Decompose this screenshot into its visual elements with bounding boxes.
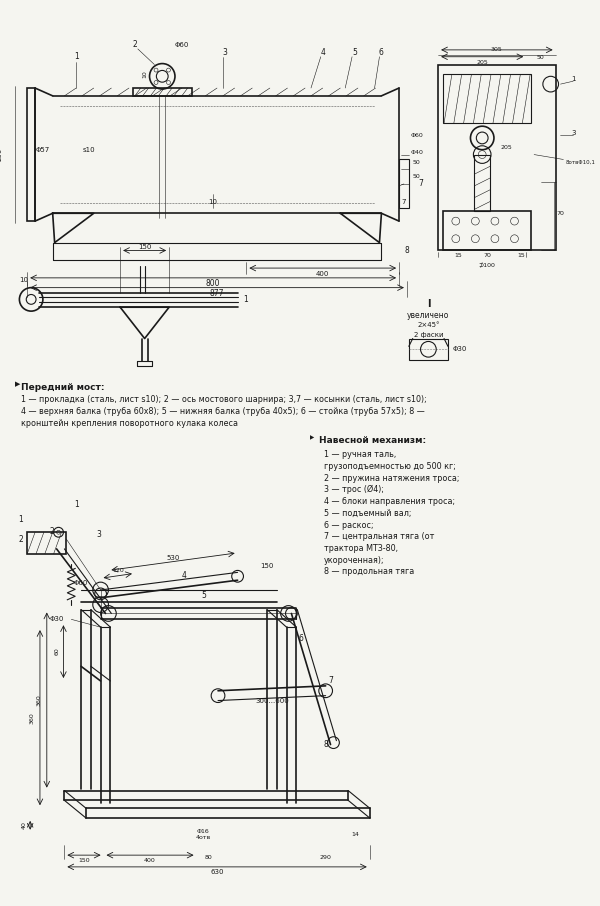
Bar	[27, 532, 67, 554]
Text: 205: 205	[501, 145, 512, 150]
Bar	[443, 211, 531, 250]
Text: 8: 8	[323, 740, 328, 749]
Text: Φ60: Φ60	[411, 133, 424, 139]
Bar	[133, 88, 191, 96]
Text: 305: 305	[491, 47, 503, 53]
Text: 40: 40	[22, 822, 27, 829]
Text: 2×45°: 2×45°	[417, 322, 440, 328]
Text: ▶: ▶	[310, 436, 314, 440]
Text: 6: 6	[299, 634, 304, 643]
Bar	[443, 74, 531, 123]
Text: 7: 7	[328, 677, 333, 686]
Text: 7: 7	[418, 179, 423, 188]
Text: 1 — ручная таль,: 1 — ручная таль,	[323, 450, 396, 459]
Text: Передний мост:: Передний мост:	[22, 382, 105, 391]
Text: Φ60: Φ60	[175, 42, 189, 48]
Text: 50: 50	[413, 174, 421, 178]
Text: 400: 400	[316, 271, 329, 277]
Text: 300...600: 300...600	[255, 698, 289, 704]
Text: укороченная);: укороченная);	[323, 555, 385, 564]
Text: 2 — пружина натяжения троса;: 2 — пружина натяжения троса;	[323, 474, 459, 483]
Text: ▶: ▶	[14, 381, 20, 388]
Text: 80: 80	[205, 854, 212, 860]
Text: 630: 630	[210, 869, 224, 875]
Text: 5 — подъемный вал;: 5 — подъемный вал;	[323, 509, 411, 517]
Text: 10: 10	[19, 277, 28, 283]
Text: 7 — центральная тяга (от: 7 — центральная тяга (от	[323, 532, 434, 541]
Text: 360: 360	[37, 694, 41, 706]
Text: 50: 50	[537, 55, 545, 60]
Text: 4 — блоки направления троса;: 4 — блоки направления троса;	[323, 497, 455, 506]
Text: 14: 14	[351, 832, 359, 837]
Text: Φ40: Φ40	[410, 150, 424, 155]
Bar	[399, 159, 409, 208]
Text: 70: 70	[557, 211, 565, 216]
Text: 400: 400	[144, 858, 156, 863]
Text: 205: 205	[476, 60, 488, 65]
Text: 3 — трос (Ø4);: 3 — трос (Ø4);	[323, 486, 383, 495]
Text: 3: 3	[571, 130, 575, 136]
Text: 8отвΦ10,1: 8отвΦ10,1	[565, 159, 595, 165]
Text: Φ30: Φ30	[49, 616, 64, 622]
Text: 50: 50	[413, 159, 421, 165]
Text: 8 — продольная тяга: 8 — продольная тяга	[323, 567, 414, 576]
Text: 120: 120	[112, 568, 124, 573]
Text: Навесной механизм:: Навесной механизм:	[319, 437, 426, 446]
Text: 4: 4	[181, 571, 186, 580]
Bar	[27, 88, 35, 221]
Text: I: I	[427, 299, 430, 309]
Text: 3: 3	[96, 530, 101, 539]
Bar	[475, 155, 490, 211]
Text: 5: 5	[201, 592, 206, 601]
Text: 150: 150	[260, 564, 274, 570]
Text: 1 — прокладка (сталь, лист s10); 2 — ось мостового шарнира; 3,7 — косынки (сталь: 1 — прокладка (сталь, лист s10); 2 — ось…	[22, 395, 427, 404]
Text: Φ16
4отв: Φ16 4отв	[196, 829, 211, 840]
Text: 10: 10	[209, 198, 218, 205]
Bar	[438, 64, 556, 250]
Text: 1: 1	[18, 515, 23, 524]
Text: 3: 3	[223, 48, 227, 57]
Text: 530: 530	[166, 554, 180, 561]
Text: 1: 1	[571, 76, 575, 82]
Text: 150: 150	[78, 858, 90, 863]
Text: 200: 200	[0, 148, 3, 161]
Text: 2: 2	[18, 535, 23, 544]
Text: кронштейн крепления поворотного кулака колеса: кронштейн крепления поворотного кулака к…	[22, 419, 238, 428]
Text: Φ57: Φ57	[36, 147, 50, 153]
Text: 70: 70	[483, 253, 491, 258]
Text: 4 — верхняя балка (труба 60x8); 5 — нижняя балка (труба 40x5); 6 — стойка (труба: 4 — верхняя балка (труба 60x8); 5 — нижн…	[22, 407, 425, 416]
Text: 150: 150	[138, 244, 151, 249]
Text: 2: 2	[49, 526, 54, 535]
Text: s10: s10	[83, 147, 95, 153]
Text: 15: 15	[454, 253, 461, 258]
Text: 1: 1	[74, 53, 79, 62]
Text: 10: 10	[142, 71, 147, 78]
Text: 290: 290	[320, 854, 332, 860]
Text: 800: 800	[206, 279, 220, 288]
Text: увеличено: увеличено	[407, 311, 449, 320]
Text: 5: 5	[353, 48, 358, 57]
Text: 1: 1	[243, 294, 248, 304]
Text: 6 — раскос;: 6 — раскос;	[323, 521, 373, 529]
Text: 877: 877	[210, 289, 224, 298]
Text: 360: 360	[29, 712, 35, 724]
Text: Φ60: Φ60	[74, 580, 88, 586]
Text: 6: 6	[379, 48, 384, 57]
Text: 1: 1	[74, 500, 79, 509]
Text: 60: 60	[55, 648, 60, 656]
Text: трактора МТЗ-80,: трактора МТЗ-80,	[323, 544, 398, 553]
Bar	[409, 339, 448, 360]
Text: ⊅100: ⊅100	[479, 263, 496, 268]
Text: 2 фаски: 2 фаски	[413, 332, 443, 338]
Text: 15: 15	[517, 253, 525, 258]
Text: грузоподъемностью до 500 кг;: грузоподъемностью до 500 кг;	[323, 462, 455, 471]
Text: 7: 7	[401, 198, 406, 205]
Text: Φ30: Φ30	[452, 346, 467, 352]
Text: 8: 8	[404, 246, 409, 255]
Text: 4: 4	[320, 48, 325, 57]
Text: 2: 2	[133, 41, 137, 50]
